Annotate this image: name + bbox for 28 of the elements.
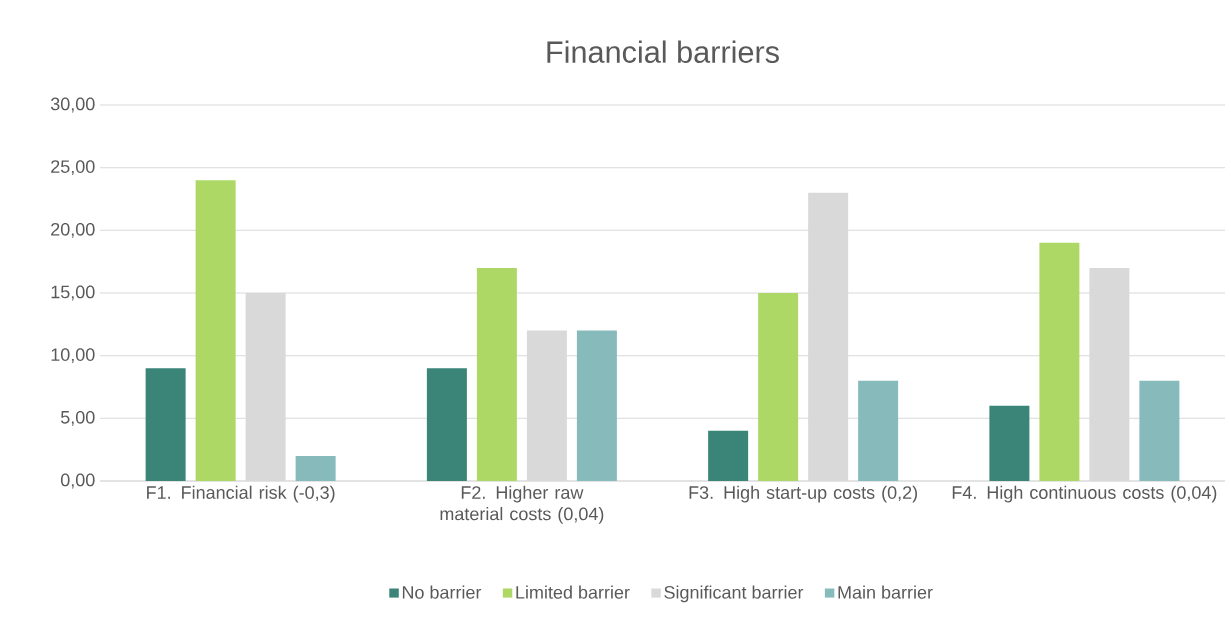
bar (758, 293, 799, 481)
bar (145, 368, 186, 481)
legend-label: Significant barrier (664, 585, 804, 603)
y-tick-label: 15,00 (51, 285, 95, 301)
y-tick-label: 20,00 (51, 222, 95, 238)
y-tick-label: 10,00 (51, 348, 95, 364)
legend-label: No barrier (402, 585, 482, 599)
legend-label: Main barrier (838, 585, 933, 599)
y-tick-label: 25,00 (51, 160, 95, 176)
bar (989, 405, 1030, 481)
bar (195, 180, 236, 481)
x-tick-label: F1. Financial risk (-0,3) (147, 485, 335, 503)
bar (1039, 242, 1080, 481)
y-tick-label: 5,00 (60, 410, 95, 426)
bar (576, 330, 617, 481)
bar (1139, 380, 1180, 481)
bar (708, 430, 749, 481)
x-tick-label: F2. Higher raw material costs (0,04) (440, 485, 604, 524)
x-tick-label: F3. High start-up costs (0,2) (689, 485, 918, 503)
legend-label: Limited barrier (516, 585, 630, 599)
y-tick-label: 30,00 (50, 97, 95, 113)
y-tick-label: 0,00 (60, 473, 95, 489)
bar (476, 267, 517, 481)
chart-title: Financial barriers (547, 40, 779, 63)
bar (295, 455, 336, 481)
bar (858, 380, 899, 481)
bar (426, 368, 467, 481)
x-tick-label: F4. High continuous costs (0,04) (952, 485, 1217, 503)
